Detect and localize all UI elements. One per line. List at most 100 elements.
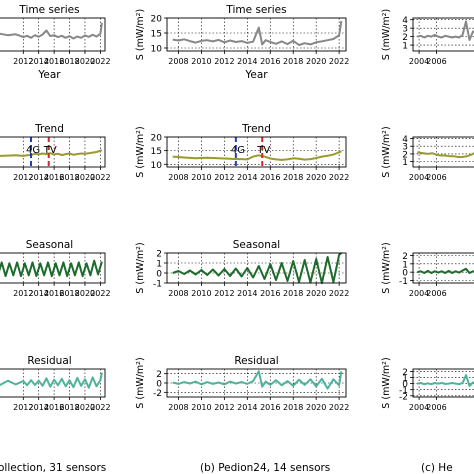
x-tick-label: 2012 <box>13 403 33 412</box>
x-tick-label: 2016 <box>260 57 280 66</box>
caption-middle: (b) Pedion24, 14 sensors <box>200 462 330 474</box>
y-axis-label: S (mW/m²) <box>135 9 146 60</box>
x-tick-label: 2006 <box>426 57 446 66</box>
series-line <box>172 252 343 284</box>
series-line <box>172 20 343 46</box>
x-tick-label: 2018 <box>59 57 79 66</box>
y-tick-label: 0 <box>402 269 408 279</box>
x-tick-label: 2010 <box>191 403 211 412</box>
x-tick-label: 2018 <box>283 173 303 182</box>
y-tick-label: 15 <box>151 30 162 40</box>
y-tick-label: 1 <box>402 260 408 270</box>
y-axis-label: S (mW/m²) <box>381 357 392 408</box>
plot-frame <box>0 252 106 284</box>
y-tick-label: 4 <box>402 135 408 145</box>
x-tick-label: 2020 <box>306 173 326 182</box>
marker-label-tv: TV <box>43 145 57 156</box>
y-tick-label: -1 <box>153 280 162 290</box>
x-tick-label: 2008 <box>168 57 188 66</box>
x-tick-label: 2022 <box>329 403 349 412</box>
x-tick-label: 2016 <box>260 289 280 298</box>
x-tick-label: 2004 <box>409 289 429 298</box>
x-tick-label: 2012 <box>13 57 33 66</box>
plot-frame <box>412 252 474 284</box>
y-tick-label: 0 <box>402 380 408 390</box>
x-tick-label: 2018 <box>59 173 79 182</box>
caption-right: (c) He <box>421 462 453 474</box>
series-line <box>0 259 103 278</box>
x-tick-label: 2018 <box>59 289 79 298</box>
y-tick-label: 3 <box>402 143 408 153</box>
plot-frame <box>412 136 474 168</box>
x-tick-label: 2020 <box>306 57 326 66</box>
y-tick-label: 15 <box>151 147 162 157</box>
y-tick-label: 2 <box>402 33 408 43</box>
y-tick-label: 2 <box>402 368 408 378</box>
x-tick-label: 2014 <box>237 403 257 412</box>
x-tick-label: 2010 <box>191 57 211 66</box>
chart-title: Trend <box>34 123 64 135</box>
x-tick-label: 2020 <box>75 57 95 66</box>
x-tick-label: 2020 <box>306 403 326 412</box>
marker-label-g4: 4G <box>26 145 40 156</box>
x-tick-label: 2010 <box>191 289 211 298</box>
chart-b-time: 2008 2010 2012 2014 2016 2018 2020 2022 10 15 20 Ti… <box>135 4 349 81</box>
x-tick-label: 2018 <box>283 289 303 298</box>
y-tick-label: -1 <box>399 277 408 287</box>
series-line <box>417 20 474 41</box>
x-tick-label: 2010 <box>191 173 211 182</box>
plot-frame <box>0 368 106 398</box>
y-tick-label: 2 <box>156 250 162 260</box>
y-axis-label: S (mW/m²) <box>135 357 146 408</box>
x-tick-label: 2012 <box>13 289 33 298</box>
x-tick-label: 2014 <box>237 289 257 298</box>
x-tick-label: 2004 <box>409 173 429 182</box>
x-tick-label: 2022 <box>329 289 349 298</box>
x-tick-label: 2022 <box>329 57 349 66</box>
y-tick-label: -2 <box>399 392 408 402</box>
chart-title: Time series <box>18 4 79 16</box>
y-tick-label: 2 <box>402 252 408 262</box>
plot-frame <box>0 136 106 168</box>
y-tick-label: 0 <box>156 380 162 390</box>
series-line <box>417 267 474 274</box>
series-line <box>417 151 474 158</box>
x-tick-label: 2004 <box>409 403 429 412</box>
x-tick-label: 2006 <box>426 173 446 182</box>
plot-frame <box>166 136 347 168</box>
chart-title: Residual <box>234 355 278 367</box>
y-tick-label: 0 <box>156 270 162 280</box>
y-tick-label: 4 <box>402 16 408 26</box>
x-tick-label: 2014 <box>29 289 49 298</box>
x-tick-label: 2016 <box>260 403 280 412</box>
series-line <box>172 370 343 390</box>
marker-label-g4: 4G <box>231 145 245 156</box>
series-line <box>172 150 342 161</box>
series-line <box>417 374 474 387</box>
plot-frame <box>0 17 106 52</box>
chart-title: Trend <box>241 123 271 135</box>
x-tick-label: 2016 <box>44 173 64 182</box>
y-tick-label: 1 <box>402 158 408 168</box>
plot-frame <box>412 368 474 398</box>
y-tick-label: 20 <box>151 134 163 144</box>
y-tick-label: -1 <box>399 386 408 396</box>
y-tick-label: 1 <box>402 374 408 384</box>
chart-title: Seasonal <box>26 239 73 251</box>
x-axis-label: Year <box>37 69 61 81</box>
x-tick-label: 2016 <box>44 289 64 298</box>
x-tick-label: 2020 <box>75 289 95 298</box>
series-line <box>0 372 103 389</box>
x-tick-label: 2016 <box>44 403 64 412</box>
x-tick-label: 2012 <box>214 173 234 182</box>
y-tick-label: 1 <box>402 42 408 52</box>
x-tick-label: 2006 <box>426 403 446 412</box>
y-axis-label: S (mW/m²) <box>381 126 392 177</box>
